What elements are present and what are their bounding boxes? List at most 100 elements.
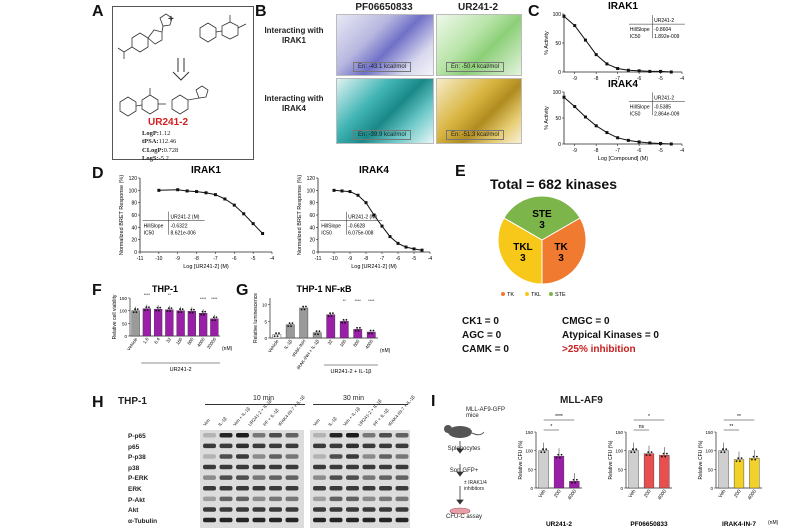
i-irak4in-category-label: Veh bbox=[717, 489, 727, 500]
i-pf-point bbox=[648, 454, 651, 457]
d-irak1-ytick-label: 20 bbox=[131, 238, 137, 244]
reactant-1-structure bbox=[117, 13, 173, 59]
g-unit: (nM) bbox=[380, 348, 391, 354]
f-point bbox=[201, 310, 204, 313]
d-irak4-point bbox=[412, 247, 416, 251]
g-point bbox=[344, 321, 346, 324]
panel-letter-i: I bbox=[431, 393, 436, 410]
d-irak4-ytick-label: 0 bbox=[312, 250, 315, 256]
d-irak1-point bbox=[195, 190, 199, 194]
f-unit: (nM) bbox=[222, 346, 233, 352]
f-bar bbox=[142, 308, 152, 337]
c-irak1-point bbox=[669, 70, 673, 74]
pie-slice-tkl bbox=[497, 217, 543, 285]
i-ur-ytick-label: 100 bbox=[525, 449, 533, 454]
wb-band bbox=[395, 496, 409, 502]
wb-band bbox=[285, 464, 299, 470]
flow-arrows-icon bbox=[456, 441, 464, 505]
c-irak4-xtick-label: -6 bbox=[637, 148, 642, 154]
d-irak4-xtick-label: -7 bbox=[380, 256, 385, 262]
wb-band bbox=[219, 464, 233, 470]
dock-row-irak1: Interacting with IRAK1 bbox=[264, 26, 324, 45]
panel-i-title: MLL-AF9 bbox=[560, 395, 603, 406]
d-irak1-xtick-label: -4 bbox=[270, 256, 275, 262]
g-title: THP-1 NF-κB bbox=[296, 284, 352, 294]
wb-protein-label: P-Akt bbox=[128, 496, 145, 504]
wb-band bbox=[395, 443, 409, 449]
i-unit: (nM) bbox=[768, 520, 779, 526]
g-point bbox=[345, 318, 348, 321]
c-irak1-ylabel: % Activity bbox=[544, 31, 550, 55]
i-irak4in-category-label: 200 bbox=[733, 489, 743, 499]
c-irak1-xtick-label: -7 bbox=[615, 76, 620, 82]
c-irak4-point bbox=[605, 131, 609, 135]
d-irak1-xtick-label: -9 bbox=[175, 256, 180, 262]
f-point bbox=[145, 306, 148, 309]
panel-letter-d: D bbox=[92, 165, 104, 182]
c-irak1-ytick-label: 0 bbox=[558, 70, 561, 76]
i-pf-significance: ns bbox=[639, 424, 645, 430]
d-irak1-ic50-label: IC50 bbox=[144, 231, 155, 237]
wb-band bbox=[313, 517, 326, 523]
f-bar bbox=[131, 310, 140, 337]
wb-band bbox=[379, 517, 392, 523]
energy-tag-pf-irak1: En: -43.1 kcal/mol bbox=[353, 62, 412, 72]
c-irak4-ic50-label: IC50 bbox=[630, 111, 641, 117]
c-irak4-hillslope-value: -0.5385 bbox=[654, 104, 671, 110]
i-irak4in-bar bbox=[733, 459, 745, 489]
docking-image-pf-irak4 bbox=[336, 78, 434, 144]
g-bar bbox=[366, 331, 376, 339]
f-point bbox=[148, 306, 150, 309]
pie-legend-swatch-tkl bbox=[525, 292, 529, 296]
g-bar bbox=[339, 321, 349, 339]
i-pf-ytick-label: 50 bbox=[618, 467, 624, 472]
g-significance: **** bbox=[355, 298, 362, 303]
i-pf-point bbox=[664, 455, 667, 458]
f-point bbox=[169, 310, 171, 313]
d-irak4-legend-header: UR241-2 (M) bbox=[348, 215, 377, 221]
wb-band bbox=[269, 433, 282, 438]
f-point bbox=[181, 308, 184, 311]
f-bar bbox=[153, 308, 163, 337]
i-ur-category-label: 200 bbox=[553, 489, 563, 499]
c-irak4-point bbox=[626, 138, 630, 142]
wb-lane-header: Veh bbox=[202, 417, 211, 427]
g-point bbox=[303, 308, 306, 311]
f-point bbox=[180, 311, 183, 314]
d-irak4-hillslope-value: -0.6628 bbox=[348, 224, 365, 230]
c-irak1-xtick-label: -8 bbox=[594, 76, 599, 82]
wb-band bbox=[252, 475, 266, 480]
i-ur-ytick-label: 150 bbox=[525, 430, 533, 435]
c-irak4-title: IRAK4 bbox=[608, 79, 638, 90]
compound-name: UR241-2 bbox=[148, 117, 189, 128]
g-point bbox=[368, 332, 371, 335]
wb-band bbox=[203, 433, 216, 438]
g-point bbox=[341, 321, 344, 324]
i-ur-category-label: 4000 bbox=[567, 489, 578, 502]
i-pf-point bbox=[633, 451, 636, 454]
g-point bbox=[275, 332, 277, 335]
i-pf-ylabel: Relative CFU (%) bbox=[608, 440, 614, 479]
d-irak4-point bbox=[380, 224, 384, 228]
f-category-label: 20000 bbox=[206, 336, 218, 350]
f-category-label: 1.6 bbox=[142, 336, 150, 344]
f-bar bbox=[165, 309, 174, 337]
c-irak4-point bbox=[562, 95, 566, 99]
wb-band bbox=[346, 433, 359, 438]
wb-band bbox=[346, 443, 359, 449]
c-irak4-xtick-label: -4 bbox=[680, 148, 685, 154]
i-pf-bar bbox=[659, 454, 670, 489]
i-ur-point bbox=[574, 481, 577, 484]
wb-band bbox=[362, 507, 376, 512]
wb-band bbox=[329, 464, 343, 470]
panel-letter-e: E bbox=[455, 163, 466, 180]
f-point bbox=[170, 307, 173, 310]
wb-band bbox=[379, 507, 392, 512]
i-ur-title: UR241-2 bbox=[546, 521, 572, 528]
pie-legend-swatch-ste bbox=[549, 292, 553, 296]
i-irak4in-point bbox=[754, 458, 757, 461]
dock-col-title-pf: PF06650833 bbox=[355, 2, 413, 13]
i-pf-point bbox=[650, 451, 653, 454]
dock-row-irak4: Interacting with IRAK4 bbox=[264, 94, 324, 113]
